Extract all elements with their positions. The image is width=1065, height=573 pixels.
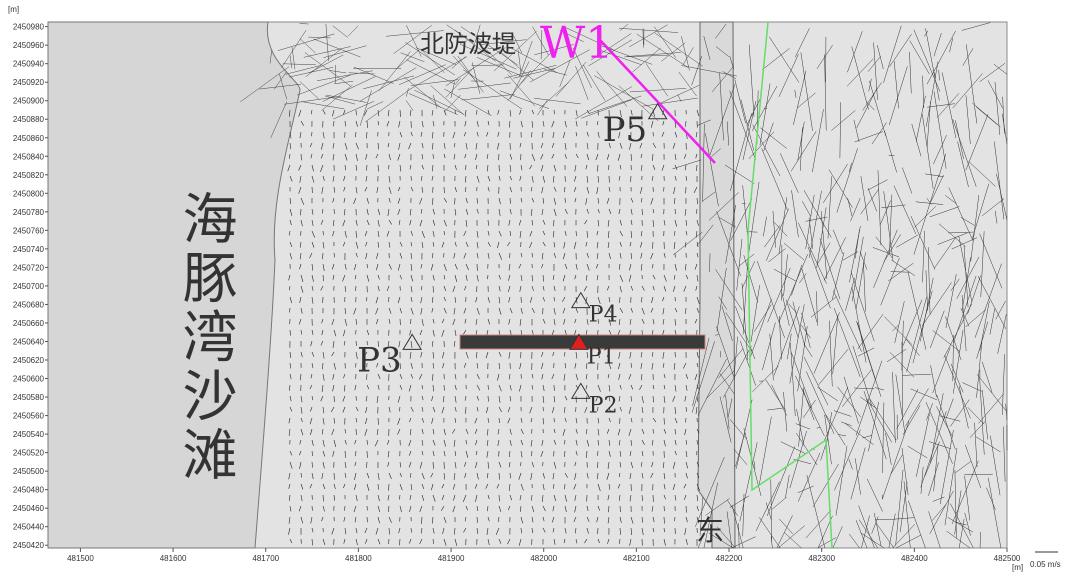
y-tick-label: 2450740 bbox=[13, 245, 45, 254]
y-tick-label: 2450660 bbox=[13, 319, 45, 328]
x-tick-label: 481700 bbox=[252, 554, 279, 563]
x-tick-label: 482100 bbox=[623, 554, 650, 563]
y-tick-label: 2450520 bbox=[13, 449, 45, 458]
y-unit: [m] bbox=[8, 5, 19, 14]
y-tick-label: 2450640 bbox=[13, 337, 45, 346]
y-tick-label: 2450940 bbox=[13, 60, 45, 69]
y-tick-label: 2450720 bbox=[13, 263, 45, 272]
y-tick-label: 2450800 bbox=[13, 189, 45, 198]
x-tick-label: 482300 bbox=[808, 554, 835, 563]
y-tick-label: 2450500 bbox=[13, 467, 45, 476]
y-tick-label: 2450960 bbox=[13, 41, 45, 50]
y-tick-label: 2450860 bbox=[13, 134, 45, 143]
x-tick-label: 481600 bbox=[160, 554, 187, 563]
point-label: P2 bbox=[589, 393, 618, 418]
y-tick-label: 2450460 bbox=[13, 504, 45, 513]
x-tick-label: 482500 bbox=[994, 554, 1021, 563]
y-tick-label: 2450600 bbox=[13, 375, 45, 384]
x-tick-label: 481500 bbox=[67, 554, 94, 563]
chart: 海豚湾沙滩 东 北防波堤 W1 [m] [m] 0.05 m/s 2450420… bbox=[0, 0, 1065, 573]
east-pier bbox=[698, 22, 735, 548]
w1-label: W1 bbox=[540, 18, 613, 69]
point-label: P4 bbox=[589, 303, 618, 328]
x-unit: [m] bbox=[1012, 563, 1023, 572]
east-label: 东 bbox=[696, 514, 724, 547]
y-tick-label: 2450680 bbox=[13, 300, 45, 309]
y-tick-label: 2450620 bbox=[13, 356, 45, 365]
y-tick-label: 2450760 bbox=[13, 226, 45, 235]
x-tick-label: 481800 bbox=[345, 554, 372, 563]
breakwater-label: 北防波堤 bbox=[420, 30, 516, 58]
y-tick-label: 2450580 bbox=[13, 393, 45, 402]
x-tick-label: 482000 bbox=[530, 554, 557, 563]
point-label: P3 bbox=[357, 340, 402, 380]
y-tick-label: 2450920 bbox=[13, 78, 45, 87]
point-label: P5 bbox=[603, 110, 648, 150]
scale-label: 0.05 m/s bbox=[1030, 560, 1061, 569]
point-label: P1 bbox=[587, 344, 616, 369]
y-tick-label: 2450700 bbox=[13, 282, 45, 291]
y-tick-label: 2450840 bbox=[13, 152, 45, 161]
y-tick-label: 2450900 bbox=[13, 97, 45, 106]
y-tick-label: 2450780 bbox=[13, 208, 45, 217]
x-tick-label: 482200 bbox=[716, 554, 743, 563]
x-tick-label: 482400 bbox=[901, 554, 928, 563]
y-tick-label: 2450820 bbox=[13, 171, 45, 180]
y-tick-label: 2450540 bbox=[13, 430, 45, 439]
x-tick-label: 481900 bbox=[438, 554, 465, 563]
y-tick-label: 2450560 bbox=[13, 412, 45, 421]
y-tick-label: 2450480 bbox=[13, 486, 45, 495]
y-tick-label: 2450980 bbox=[13, 23, 45, 32]
y-tick-label: 2450420 bbox=[13, 541, 45, 550]
y-tick-label: 2450440 bbox=[13, 523, 45, 532]
beach-label: 海豚湾沙滩 bbox=[173, 190, 237, 485]
y-tick-label: 2450880 bbox=[13, 115, 45, 124]
